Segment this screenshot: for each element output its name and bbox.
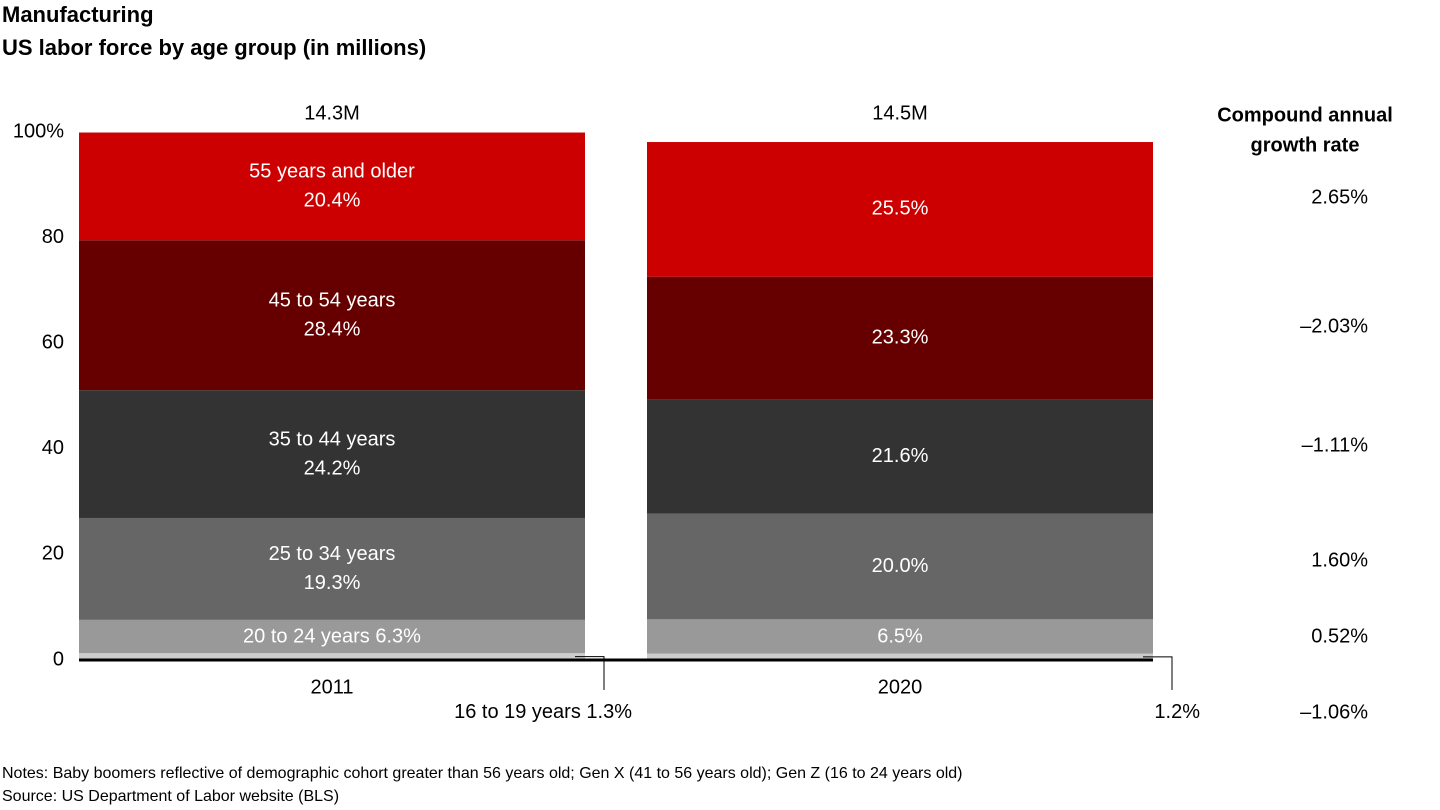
value-label: 1.2% [1154,701,1200,723]
source: Source: US Department of Labor website (… [2,788,339,805]
series-name: 16 to 19 years [454,701,581,723]
y-tick-label: 100% [13,120,64,142]
total-label: 14.5M [872,102,928,124]
value-label: 6.5% [877,626,923,648]
series-name: 20 to 24 years [243,626,370,648]
y-tick-label: 20 [42,543,64,565]
x-tick-label: 2011 [310,676,353,698]
series-name: 25 to 34 years [269,543,396,565]
y-tick-label: 0 [53,648,64,670]
cagr-title: growth rate [1251,134,1360,156]
bar-segment [647,399,1153,514]
cagr-label: –1.06% [1300,701,1368,723]
y-tick-label: 60 [42,331,64,353]
value-label: 1.3% [586,701,632,723]
bar-segment [647,142,1153,277]
cagr-label: 0.52% [1311,625,1368,647]
series-name: 35 to 44 years [269,428,396,450]
y-tick-label: 40 [42,437,64,459]
cagr-title: Compound annual [1217,104,1393,126]
leader-line [575,656,605,690]
y-tick-label: 80 [42,226,64,248]
cagr-label: 2.65% [1311,186,1368,208]
x-tick-label: 2020 [878,676,923,698]
bar-segment [79,619,585,654]
value-label: 20.0% [872,555,929,577]
notes: Notes: Baby boomers reflective of demogr… [2,765,963,782]
bar-segment [79,517,585,620]
cagr-label: –1.11% [1302,434,1369,456]
total-label: 14.3M [304,102,360,124]
value-label: 24.2% [304,457,361,479]
chart-title: Manufacturing [2,2,154,27]
value-label: 16 to 19 years 1.3% [454,701,632,723]
value-label: 20.4% [304,190,361,212]
value-label: 6.3% [375,626,421,648]
chart-subtitle: US labor force by age group (in millions… [2,35,426,60]
leader-line [1143,656,1173,690]
bar-segment [79,390,585,518]
series-name: 45 to 54 years [269,289,396,311]
bar-segment [79,132,585,241]
bar-segment [647,619,1153,654]
cagr-label: –2.03% [1300,315,1368,337]
value-label: 6.5% [877,626,923,648]
series-name: 55 years and older [249,161,415,183]
value-label: 23.3% [872,326,929,348]
bar-segment [647,276,1153,400]
value-label: 19.3% [304,572,361,594]
bar-segment [79,240,585,391]
value-label: 28.4% [304,318,361,340]
bar-segment [79,653,585,660]
bar-segment [647,513,1153,620]
value-label: 20 to 24 years 6.3% [243,626,421,648]
value-label: 25.5% [872,198,929,220]
value-label: 21.6% [872,445,929,467]
cagr-label: 1.60% [1311,549,1368,571]
bar-segment [647,653,1153,660]
value-label: 1.2% [1154,701,1200,723]
